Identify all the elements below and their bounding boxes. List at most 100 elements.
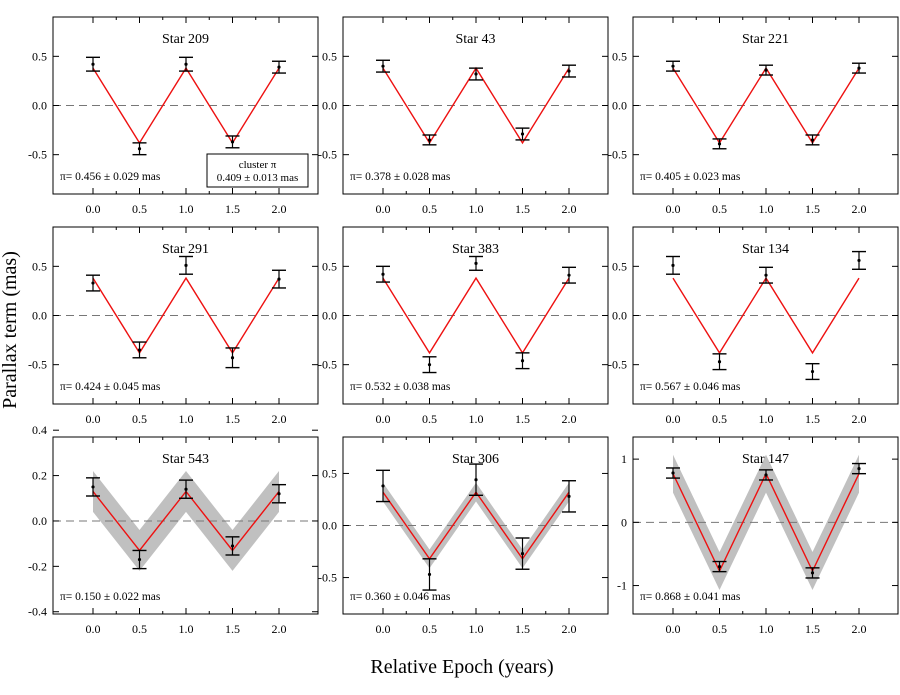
y-tick-label: 1: [621, 452, 627, 466]
x-tick-label: 1.0: [469, 202, 484, 216]
x-tick-label: 2.0: [562, 622, 577, 636]
x-tick-label: 0.0: [86, 622, 101, 636]
parallax-annotation: π= 0.456 ± 0.029 mas: [60, 171, 161, 183]
plot-area: [343, 255, 608, 374]
x-tick-label: 0.5: [422, 202, 437, 216]
x-tick-label: 2.0: [562, 412, 577, 426]
data-point: [520, 359, 525, 363]
y-tick-label: 0.0: [612, 309, 627, 323]
x-tick-label: 2.0: [272, 412, 287, 426]
x-tick-label: 0.0: [666, 412, 681, 426]
x-tick-label: 0.5: [712, 202, 727, 216]
data-point: [474, 261, 478, 265]
x-tick-label: 2.0: [562, 202, 577, 216]
x-tick-label: 1.5: [805, 412, 820, 426]
y-tick-label: 0.5: [612, 259, 627, 273]
x-tick-label: 1.5: [805, 202, 820, 216]
data-point: [671, 471, 675, 475]
y-tick-label: -0.5: [318, 148, 337, 162]
y-tick-label: -0.5: [28, 148, 47, 162]
x-tick-label: 0.5: [132, 202, 147, 216]
plot-area: [633, 454, 898, 590]
x-tick-label: 2.0: [272, 622, 287, 636]
data-point: [671, 263, 675, 267]
x-tick-label: 0.0: [376, 412, 391, 426]
plot-area: [53, 471, 318, 571]
x-tick-label: 1.5: [225, 622, 240, 636]
data-point: [381, 64, 385, 68]
data-point: [427, 138, 432, 142]
data-point: [857, 66, 861, 70]
data-point: [277, 277, 281, 281]
x-tick-label: 0.5: [422, 622, 437, 636]
x-tick-label: 2.0: [852, 622, 867, 636]
data-point: [184, 62, 188, 66]
panel-star-43: 0.0 0.5 1.0 1.5 2.0 0.5 0.0 -0.5 Star 43 π= 0.378…: [318, 16, 609, 216]
y-tick-label: -0.2: [28, 559, 47, 573]
plot-area: [343, 59, 608, 146]
uncertainty-band: [673, 454, 859, 590]
cluster-parallax-text: cluster π: [239, 159, 277, 171]
y-tick-label: 0: [621, 515, 627, 529]
data-point: [277, 65, 281, 69]
plot-area: [53, 255, 318, 369]
parallax-annotation: π= 0.567 ± 0.046 mas: [640, 381, 741, 393]
x-tick-label: 0.5: [712, 412, 727, 426]
x-tick-label: 0.0: [86, 412, 101, 426]
x-tick-label: 1.5: [225, 202, 240, 216]
data-point: [520, 552, 525, 556]
data-point: [810, 571, 815, 575]
x-tick-label: 1.5: [515, 412, 530, 426]
parallax-annotation: π= 0.424 ± 0.045 mas: [60, 381, 161, 393]
x-tick-label: 1.0: [179, 412, 194, 426]
data-point: [230, 140, 235, 144]
y-tick-label: 0.2: [32, 469, 47, 483]
data-point: [427, 572, 432, 577]
y-tick-label: -0.5: [318, 358, 337, 372]
x-tick-label: 2.0: [852, 412, 867, 426]
data-point: [717, 142, 722, 146]
y-tick-label: -0.5: [318, 571, 337, 585]
y-tick-label: 0.0: [32, 309, 47, 323]
data-point: [520, 132, 525, 136]
panel-title: Star 134: [742, 242, 789, 257]
data-point: [567, 273, 571, 277]
y-tick-label: 0.0: [32, 514, 47, 528]
y-tick-label: 0.0: [322, 519, 337, 533]
data-point: [230, 356, 235, 360]
panel-title: Star 209: [162, 32, 209, 47]
y-tick-label: -0.5: [608, 358, 627, 372]
y-tick-label: 0.5: [32, 49, 47, 63]
data-point: [230, 544, 235, 548]
panel-title: Star 221: [742, 32, 789, 47]
panel-star-291: 0.0 0.5 1.0 1.5 2.0 0.5 0.0 -0.5 Star 291 π= 0.42…: [28, 226, 319, 426]
data-point: [671, 64, 675, 68]
plot-area: [53, 56, 318, 156]
x-axis-label: Relative Epoch (years): [370, 656, 553, 678]
data-point: [474, 478, 478, 482]
y-axis-label: Parallax term (mas): [0, 251, 21, 409]
data-point: [857, 258, 861, 263]
x-tick-label: 0.5: [712, 622, 727, 636]
panel-star-383: 0.0 0.5 1.0 1.5 2.0 0.5 0.0 -0.5 Star 383 π= 0.53…: [318, 226, 609, 426]
parallax-annotation: π= 0.150 ± 0.022 mas: [60, 591, 161, 603]
data-point: [474, 72, 478, 76]
data-point: [567, 494, 571, 498]
data-point: [427, 363, 432, 367]
parallax-model-line: [92, 276, 280, 355]
x-tick-label: 1.0: [759, 202, 774, 216]
x-tick-label: 1.0: [469, 622, 484, 636]
y-tick-label: 0.0: [612, 99, 627, 113]
x-tick-label: 1.0: [759, 622, 774, 636]
y-tick-label: 0.5: [32, 259, 47, 273]
data-point: [810, 138, 815, 142]
y-tick-label: -0.4: [28, 605, 47, 619]
x-tick-label: 1.5: [805, 622, 820, 636]
data-point: [91, 62, 95, 66]
x-tick-label: 0.0: [666, 622, 681, 636]
y-tick-label: 0.5: [612, 49, 627, 63]
y-tick-label: 0.0: [322, 99, 337, 113]
x-tick-label: 1.5: [515, 202, 530, 216]
data-point: [137, 147, 142, 151]
x-tick-label: 0.0: [666, 202, 681, 216]
